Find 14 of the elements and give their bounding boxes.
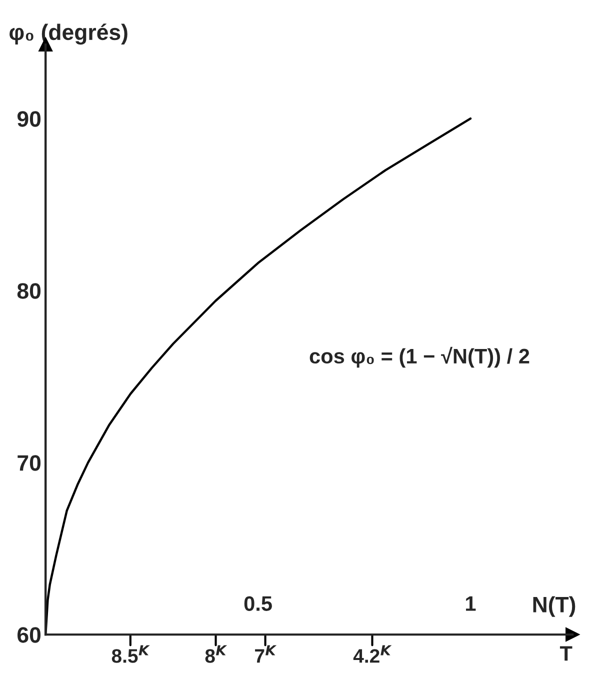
y-tick-label: 60 (18, 627, 41, 643)
text: T (560, 646, 572, 661)
text: 7$^{K}$ (255, 645, 277, 663)
text: 4.2$^{K}$ (353, 645, 392, 663)
annotation: cos φ₀ = (1 − √N(T)) / 2 (310, 346, 530, 368)
x-tick-label: 1 (466, 596, 476, 611)
y-tick-label: 80 (17, 283, 41, 299)
text: 8$^{K}$ (205, 645, 228, 663)
text: 8.5$^{K}$ (112, 645, 150, 663)
x-tick-label: 0.5 (244, 596, 272, 611)
x-axis-title: N(T) (533, 596, 576, 617)
y-axis-title: φ₀ (degrés) (10, 24, 128, 45)
y-tick-label: 70 (18, 455, 41, 471)
y-tick-label: 90 (17, 111, 41, 127)
